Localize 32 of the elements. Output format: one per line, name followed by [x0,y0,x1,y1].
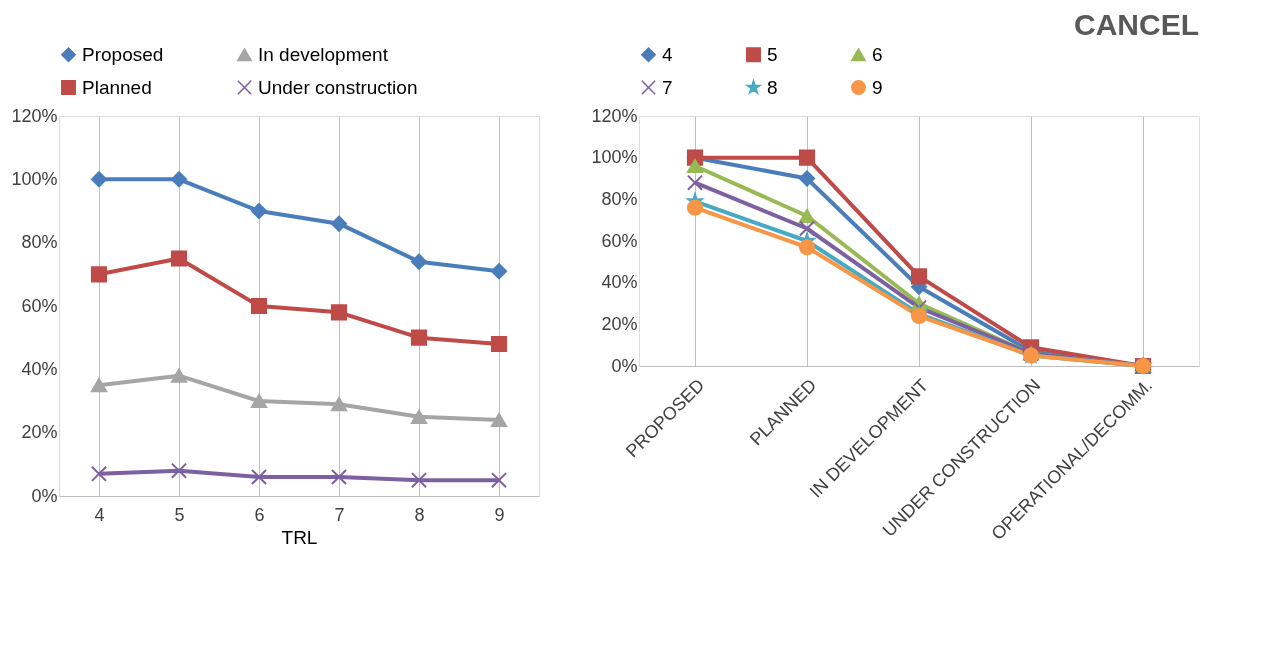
y-tick-label: 40% [21,358,58,379]
legend-label: 6 [872,43,883,65]
x-tick-label: 8 [414,504,425,525]
x-tick-label: 6 [254,504,265,525]
legend-label: 8 [767,76,778,98]
legend-label: 5 [767,43,778,65]
y-tick-label: 100% [11,168,58,189]
legend-label: 4 [662,43,673,65]
legend-label: Planned [82,76,152,98]
y-tick-label: 20% [601,313,638,334]
legend-label: Proposed [82,43,164,65]
chart-title: CANCEL [1074,8,1199,41]
y-tick-label: 60% [21,295,58,316]
x-tick-label: 4 [94,504,105,525]
y-tick-label: 40% [601,272,638,293]
y-tick-label: 120% [11,105,58,126]
y-tick-label: 120% [591,105,638,126]
legend-label: 9 [872,76,883,98]
x-tick-label: 7 [334,504,345,525]
y-tick-label: 100% [591,147,638,168]
y-tick-label: 80% [601,188,638,209]
legend-label: 7 [662,76,673,98]
y-tick-label: 80% [21,232,58,253]
y-tick-label: 60% [601,230,638,251]
y-tick-label: 0% [611,355,638,376]
x-axis-title: TRL [281,526,318,548]
y-tick-label: 0% [31,485,58,506]
x-tick-label: 9 [494,504,505,525]
legend-label: In development [258,43,389,65]
y-tick-label: 20% [21,422,58,443]
x-tick-label: 5 [174,504,185,525]
legend-label: Under construction [258,76,418,98]
